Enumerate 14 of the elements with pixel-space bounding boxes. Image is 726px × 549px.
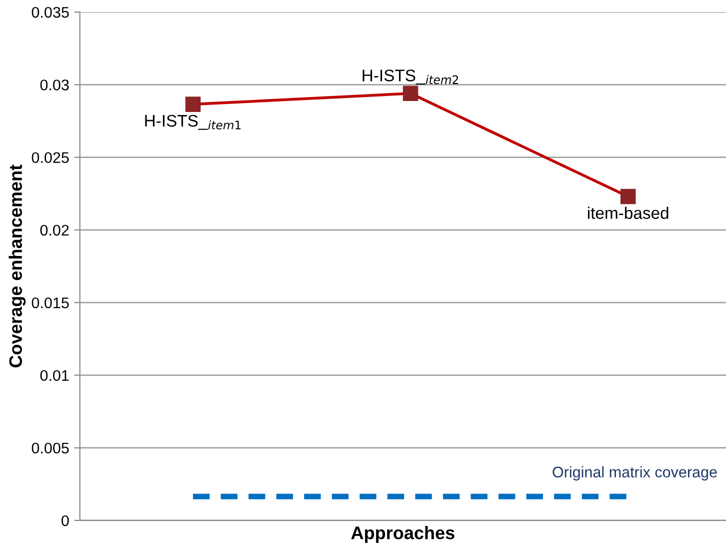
annotation: item-based (588, 206, 668, 219)
series-label: Original matrix coverage (552, 466, 717, 481)
y-tick-label: 0 (62, 515, 69, 526)
annotation: H-ISTS_$_{item2}$ (362, 70, 458, 85)
annotation: H-ISTS_$_{item1}$ (145, 114, 241, 130)
y-tick-label: 0.025 (32, 152, 69, 164)
y-tick-label: 0.03 (40, 80, 69, 90)
y-tick-label: 0.035 (32, 6, 69, 18)
y-tick-label: 0.02 (40, 224, 69, 236)
y-tick-label: 0.005 (32, 442, 69, 454)
y-axis-title: Coverage enhancement (8, 164, 26, 368)
y-tick-label: 0.015 (32, 297, 69, 308)
x-axis-title: Approaches (351, 526, 454, 543)
y-tick-label: 0.01 (40, 370, 69, 381)
